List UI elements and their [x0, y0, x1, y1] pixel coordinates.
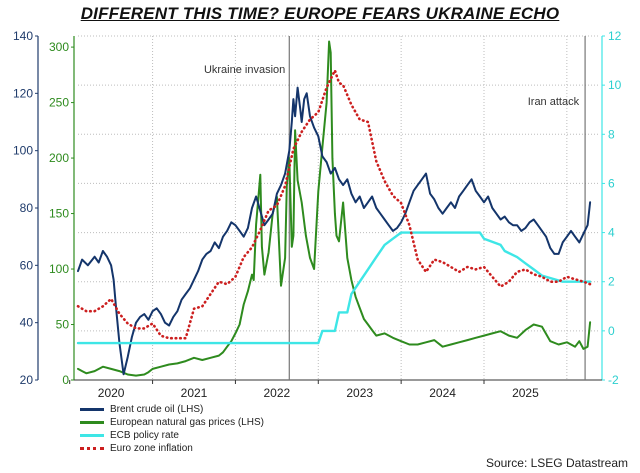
- legend-label: Euro zone inflation: [110, 443, 193, 454]
- legend-swatch: [80, 421, 104, 424]
- brent-tick-label: 40: [20, 316, 34, 330]
- series-line-european-natural-gas-prices-lhs: [77, 40, 592, 377]
- legend-swatch: [80, 408, 104, 411]
- gridlines: [78, 35, 600, 381]
- brent-tick-label: 140: [13, 29, 33, 43]
- rates-tick-label: 0: [608, 324, 615, 338]
- plot-area: [76, 40, 592, 377]
- x-tick-label: 2022: [264, 386, 291, 400]
- gas-tick-label: 100: [49, 262, 69, 276]
- chart-title: DIFFERENT THIS TIME? EUROPE FEARS UKRAIN…: [80, 4, 560, 23]
- series-line-euro-zone-inflation: [76, 69, 592, 340]
- x-tick-label: 2020: [98, 386, 125, 400]
- brent-tick-label: 60: [20, 258, 34, 272]
- gas-tick-label: 300: [49, 40, 69, 54]
- rates-tick-label: 2: [608, 275, 615, 289]
- x-tick-label: 2025: [512, 386, 539, 400]
- legend-swatch: [80, 447, 104, 450]
- gas-tick-label: 250: [49, 96, 69, 110]
- brent-tick-label: 120: [13, 86, 33, 100]
- legend-item: Euro zone inflation: [80, 442, 264, 455]
- x-tick-label: 2024: [429, 386, 456, 400]
- legend-item: ECB policy rate: [80, 429, 264, 442]
- brent-tick-label: 20: [20, 373, 34, 387]
- legend-item: Brent crude oil (LHS): [80, 403, 264, 416]
- rates-tick-label: 4: [608, 226, 615, 240]
- rates-tick-label: -2: [608, 373, 619, 387]
- axes: 20 40 60 80 100 120 140 0 50 100 150 200 250 300 -2 0 2 4…: [13, 29, 622, 400]
- rates-tick-label: 12: [608, 29, 622, 43]
- brent-tick-label: 100: [13, 144, 33, 158]
- gas-tick-label: 200: [49, 151, 69, 165]
- legend-item: European natural gas prices (LHS): [80, 416, 264, 429]
- source-note: Source: LSEG Datastream: [485, 456, 628, 470]
- legend-label: European natural gas prices (LHS): [110, 417, 264, 428]
- gas-tick-label: 50: [56, 318, 70, 332]
- rates-tick-label: 6: [608, 176, 615, 190]
- gas-tick-label: 0: [62, 373, 69, 387]
- rates-tick-label: 8: [608, 127, 615, 141]
- event-markers: Ukraine invasion Iran attack: [204, 36, 586, 380]
- brent-tick-label: 80: [20, 201, 34, 215]
- event-label: Ukraine invasion: [204, 64, 285, 76]
- series-line-ecb-policy-rate: [76, 231, 592, 345]
- legend-label: ECB policy rate: [110, 430, 179, 441]
- rates-tick-label: 10: [608, 78, 622, 92]
- legend: Brent crude oil (LHS) European natural ga…: [80, 403, 264, 455]
- x-tick-label: 2023: [346, 386, 373, 400]
- x-tick-label: 2021: [181, 386, 208, 400]
- event-label: Iran attack: [528, 96, 580, 108]
- series-line-brent-crude-oil-lhs: [77, 86, 592, 376]
- legend-swatch: [80, 434, 104, 437]
- legend-label: Brent crude oil (LHS): [110, 404, 204, 415]
- gas-tick-label: 150: [49, 207, 69, 221]
